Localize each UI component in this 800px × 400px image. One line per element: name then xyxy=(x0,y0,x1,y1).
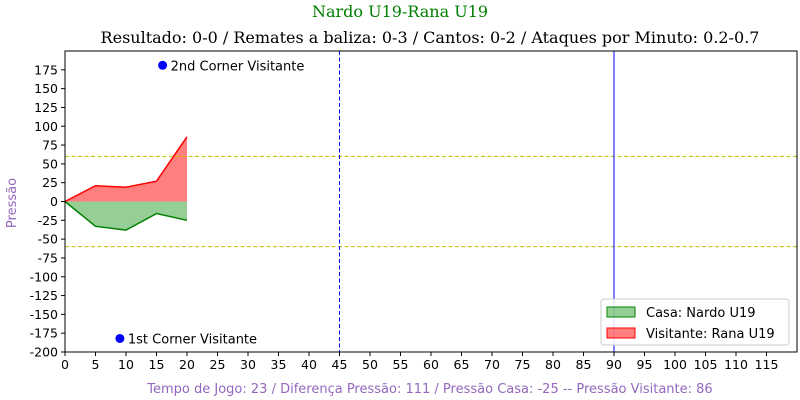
series-area-1 xyxy=(65,136,187,202)
event-marker-1 xyxy=(115,333,125,343)
y-tick-label-5: -75 xyxy=(38,250,58,265)
x-tick-label-1: 5 xyxy=(92,357,100,372)
event-marker-0 xyxy=(158,60,168,70)
y-tick-label-2: -150 xyxy=(30,307,58,322)
x-tick-label-19: 95 xyxy=(637,357,653,372)
y-tick-label-14: 150 xyxy=(34,81,58,96)
y-tick-label-9: 25 xyxy=(42,175,58,190)
chart-subtitle: Resultado: 0-0 / Remates a baliza: 0-3 /… xyxy=(101,28,760,47)
event-label-1: 1st Corner Visitante xyxy=(128,332,257,347)
x-tick-label-18: 90 xyxy=(606,357,622,372)
chart-title: Nardo U19-Rana U19 xyxy=(312,2,488,21)
x-tick-label-21: 105 xyxy=(694,357,718,372)
legend-swatch-0 xyxy=(606,306,636,318)
x-tick-label-7: 35 xyxy=(271,357,287,372)
x-tick-label-8: 40 xyxy=(301,357,317,372)
x-tick-label-10: 50 xyxy=(362,357,378,372)
x-tick-label-3: 15 xyxy=(149,357,165,372)
plot-area: 2nd Corner Visitante 1st Corner Visitante… xyxy=(30,50,798,372)
y-tick-label-3: -125 xyxy=(30,288,58,303)
x-tick-label-22: 110 xyxy=(724,357,748,372)
y-tick-label-11: 75 xyxy=(42,138,58,153)
x-tick-label-11: 55 xyxy=(393,357,409,372)
x-tick-label-4: 20 xyxy=(179,357,195,372)
y-tick-label-10: 50 xyxy=(42,156,58,171)
series-line-1 xyxy=(64,136,188,203)
legend-swatch-1 xyxy=(606,327,636,339)
x-tick-label-17: 85 xyxy=(576,357,592,372)
y-tick-label-6: -50 xyxy=(38,232,58,247)
x-axis-label: Tempo de Jogo: 23 / Diferença Pressão: 1… xyxy=(146,382,712,397)
x-tick-label-2: 10 xyxy=(118,357,134,372)
x-tick-label-5: 25 xyxy=(210,357,226,372)
y-tick-label-15: 175 xyxy=(34,62,58,77)
legend-label-1: Visitante: Rana U19 xyxy=(646,327,775,342)
y-tick-label-8: 0 xyxy=(50,194,58,209)
series-area-0 xyxy=(65,201,187,231)
x-tick-label-13: 65 xyxy=(454,357,470,372)
x-tick-label-15: 75 xyxy=(515,357,531,372)
x-tick-label-20: 100 xyxy=(663,357,687,372)
y-tick-label-1: -175 xyxy=(30,326,58,341)
y-axis-label: Pressão xyxy=(5,178,20,228)
x-tick-label-12: 60 xyxy=(423,357,439,372)
x-tick-label-0: 0 xyxy=(61,357,69,372)
x-tick-label-23: 115 xyxy=(755,357,779,372)
legend-label-0: Casa: Nardo U19 xyxy=(646,306,756,321)
x-tick-label-16: 80 xyxy=(545,357,561,372)
y-tick-label-12: 100 xyxy=(34,119,58,134)
legend-box xyxy=(600,298,790,346)
y-tick-label-7: -25 xyxy=(38,213,58,228)
series-line-0 xyxy=(64,200,188,231)
event-label-0: 2nd Corner Visitante xyxy=(171,59,305,74)
y-tick-label-4: -100 xyxy=(30,269,58,284)
x-tick-label-6: 30 xyxy=(240,357,256,372)
x-tick-label-14: 70 xyxy=(484,357,500,372)
y-tick-label-13: 125 xyxy=(34,100,58,115)
y-tick-label-0: -200 xyxy=(30,345,58,360)
x-tick-label-9: 45 xyxy=(332,357,348,372)
